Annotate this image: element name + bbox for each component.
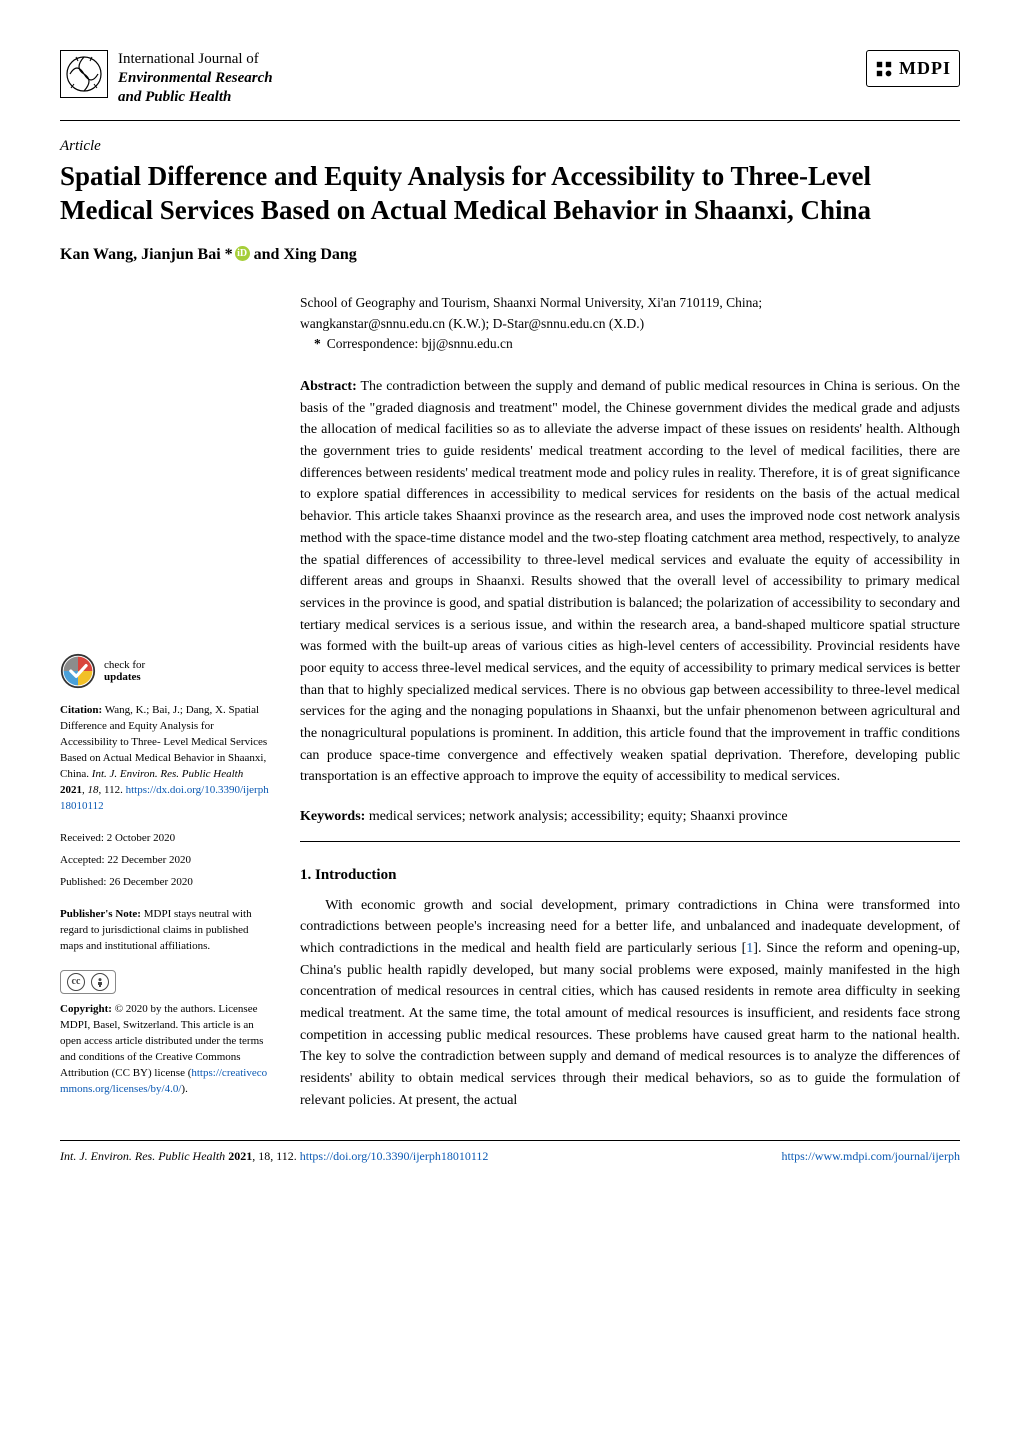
section-1-para: With economic growth and social developm… [300,895,960,1112]
citation-label: Citation: [60,704,102,716]
by-icon [91,973,109,991]
journal-block: International Journal of Environmental R… [60,50,273,106]
footer-journal: Int. J. Environ. Res. Public Health [60,1149,228,1163]
footer-vol: , 18, 112. [252,1149,300,1163]
keywords-label: Keywords: [300,809,365,824]
check-updates[interactable]: check for updates [60,653,270,689]
date-received: Received: 2 October 2020 [60,831,270,847]
abstract-label: Abstract: [300,379,357,394]
license-badge-row: cc [60,970,270,994]
citation-block: Citation: Wang, K.; Bai, J.; Dang, X. Sp… [60,703,270,815]
cc-badge[interactable]: cc [60,970,116,994]
header: International Journal of Environmental R… [60,50,960,106]
corr-text: Correspondence: bjj@snnu.edu.cn [327,336,513,351]
dates-block: Received: 2 October 2020 Accepted: 22 De… [60,831,270,891]
keywords-rule [300,841,960,842]
copyright-block: Copyright: © 2020 by the authors. Licens… [60,1002,270,1098]
check-updates-text: check for updates [104,659,145,684]
footer-doi-link[interactable]: https://doi.org/10.3390/ijerph18010112 [300,1149,489,1163]
article-type: Article [60,135,960,158]
affiliation-line: School of Geography and Tourism, Shaanxi… [300,293,960,313]
mdpi-logo[interactable]: MDPI [866,50,960,87]
check-updates-icon [60,653,96,689]
copyright-close: ). [181,1083,187,1095]
keywords-text: medical services; network analysis; acce… [369,809,788,824]
affiliation-block: School of Geography and Tourism, Shaanxi… [300,293,960,354]
footer-year: 2021 [228,1149,252,1163]
footer-right: https://www.mdpi.com/journal/ijerph [781,1147,960,1165]
journal-logo-icon [60,50,108,98]
page-footer: Int. J. Environ. Res. Public Health 2021… [60,1140,960,1165]
journal-line1: International Journal of [118,51,259,67]
citation-journal: Int. J. Environ. Res. Public Health [92,768,243,780]
pubnote-label: Publisher's Note: [60,908,141,920]
citation-text: Wang, K.; Bai, J.; Dang, X. Spatial Diff… [60,704,267,796]
journal-line3: and Public Health [118,89,231,105]
check-updates-l1: check for [104,659,145,672]
copyright-text: © 2020 by the authors. Licensee MDPI, Ba… [60,1003,267,1095]
sidebar: check for updates Citation: Wang, K.; Ba… [60,293,270,1114]
publishers-note-block: Publisher's Note: MDPI stays neutral wit… [60,907,270,955]
section-1-heading: 1. Introduction [300,864,960,887]
citation-ref-1[interactable]: 1 [746,941,753,956]
correspondence-line: * Correspondence: bjj@snnu.edu.cn [300,334,960,354]
mdpi-text: MDPI [899,55,951,82]
header-rule [60,120,960,121]
authors-last: and Xing Dang [250,246,357,263]
main-column: School of Geography and Tourism, Shaanxi… [300,293,960,1111]
footer-journal-link[interactable]: https://www.mdpi.com/journal/ijerph [781,1149,960,1163]
abstract: Abstract: The contradiction between the … [300,376,960,788]
abstract-text: The contradiction between the supply and… [300,379,960,784]
date-published: Published: 26 December 2020 [60,875,270,891]
keywords: Keywords: medical services; network anal… [300,806,960,827]
journal-line2: Environmental Research [118,70,273,86]
mdpi-mark-icon [875,60,893,78]
cc-icon: cc [67,973,85,991]
check-updates-l2: updates [104,671,145,684]
article-title: Spatial Difference and Equity Analysis f… [60,160,960,228]
two-column-layout: check for updates Citation: Wang, K.; Ba… [60,293,960,1114]
page-root: International Journal of Environmental R… [0,0,1020,1195]
license-link[interactable]: https://creativecommons.org/licenses/by/… [60,1067,267,1095]
authors-main: Kan Wang, Jianjun Bai * [60,246,233,263]
date-accepted: Accepted: 22 December 2020 [60,853,270,869]
orcid-icon[interactable]: iD [235,246,250,261]
copyright-label: Copyright: [60,1003,112,1015]
journal-name: International Journal of Environmental R… [118,50,273,106]
corr-star: * [314,336,321,351]
footer-left: Int. J. Environ. Res. Public Health 2021… [60,1147,488,1165]
affiliation-emails: wangkanstar@snnu.edu.cn (K.W.); D-Star@s… [300,314,960,334]
authors: Kan Wang, Jianjun Bai *iD and Xing Dang [60,243,960,267]
sidebar-spacer [60,293,270,653]
